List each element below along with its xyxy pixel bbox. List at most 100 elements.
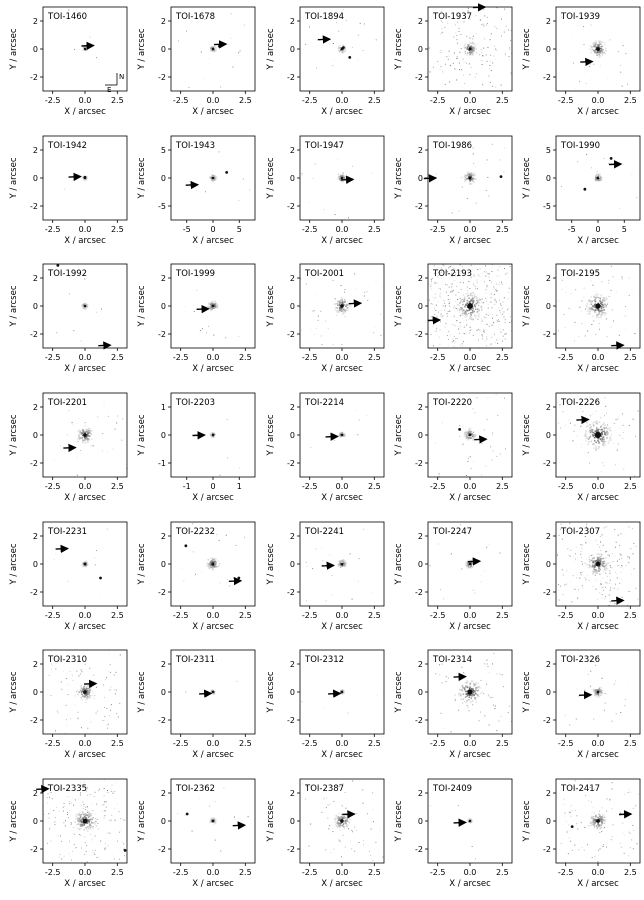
companion-arrow xyxy=(578,690,593,700)
x-tick-label: -2.5 xyxy=(173,739,189,748)
y-tick-label: 0 xyxy=(290,45,295,54)
y-axis-label: Y / arcsec xyxy=(9,543,19,585)
x-tick-label: 0.0 xyxy=(592,868,605,877)
x-axis-label: X / arcsec xyxy=(64,236,106,246)
x-axis-label: X / arcsec xyxy=(449,622,491,632)
y-tick-label: 2 xyxy=(290,532,295,541)
y-tick-label: 0 xyxy=(546,302,551,311)
y-axis-label: Y / arcsec xyxy=(137,285,147,327)
panel-toi-2232: TOI-2232 -2.5 0.0 2.5 2 0 -2 X / arcsec Y / arcs… xyxy=(137,521,256,632)
y-tick-label: -2 xyxy=(30,73,38,82)
y-axis-label: Y / arcsec xyxy=(266,414,276,456)
y-tick-label: 2 xyxy=(290,403,295,412)
y-axis-label: Y / arcsec xyxy=(266,543,276,585)
psf-image xyxy=(300,264,384,348)
panel-title: TOI-2326 xyxy=(560,655,600,665)
y-axis-label: Y / arcsec xyxy=(137,157,147,199)
companion-arrow xyxy=(317,35,332,44)
companion-arrow xyxy=(199,689,213,698)
y-axis-label: Y / arcsec xyxy=(394,285,404,327)
x-tick-label: 0 xyxy=(210,225,215,234)
x-axis-label: X / arcsec xyxy=(449,236,491,246)
panel-title: TOI-1943 xyxy=(175,141,215,151)
panel-title: TOI-2362 xyxy=(175,784,215,794)
panel-title: TOI-1894 xyxy=(304,12,344,22)
panel-toi-1947: TOI-1947 -2.5 0.0 2.5 2 0 -2 X / arcsec Y / arcs… xyxy=(266,135,385,246)
companion-arrow xyxy=(81,41,95,50)
y-tick-label: 0 xyxy=(546,45,551,54)
y-tick-label: -2 xyxy=(30,588,38,597)
x-axis-label: X / arcsec xyxy=(449,107,491,117)
panel-title: TOI-1460 xyxy=(47,12,87,22)
y-tick-label: 0 xyxy=(161,688,166,697)
x-tick-label: -2.5 xyxy=(302,868,318,877)
companion-arrow xyxy=(98,341,112,350)
psf-image xyxy=(43,264,127,348)
psf-image xyxy=(428,522,512,606)
y-axis-label: Y / arcsec xyxy=(522,543,532,585)
psf-image xyxy=(43,779,127,863)
x-tick-label: 2.5 xyxy=(111,225,124,234)
y-tick-label: 0 xyxy=(33,302,38,311)
companion-arrow xyxy=(192,431,206,440)
x-tick-label: 2.5 xyxy=(368,482,381,491)
x-tick-label: -2.5 xyxy=(173,868,189,877)
panel-toi-2417: TOI-2417 -2.5 0.0 2.5 2 0 -2 X / arcsec Y / arcs… xyxy=(522,778,641,889)
x-tick-label: 5 xyxy=(237,225,242,234)
companion-arrow xyxy=(576,415,590,425)
panel-toi-2326: TOI-2326 -2.5 0.0 2.5 2 0 -2 X / arcsec Y / arcs… xyxy=(522,649,641,760)
y-tick-label: -5 xyxy=(158,202,166,211)
y-tick-label: 0 xyxy=(161,45,166,54)
panel-title: TOI-2314 xyxy=(432,655,472,665)
x-axis-label: X / arcsec xyxy=(449,750,491,760)
x-tick-label: -2.5 xyxy=(558,482,574,491)
x-axis-label: X / arcsec xyxy=(192,879,234,889)
x-tick-label: 2.5 xyxy=(368,96,381,105)
y-axis-label: Y / arcsec xyxy=(137,671,147,713)
companion-source xyxy=(225,171,229,174)
x-tick-label: 2.5 xyxy=(368,739,381,748)
x-tick-label: -2.5 xyxy=(302,611,318,620)
y-tick-label: 0 xyxy=(290,302,295,311)
panel-title: TOI-2232 xyxy=(175,527,215,537)
companion-arrow xyxy=(423,174,438,183)
x-tick-label: -2.5 xyxy=(45,739,61,748)
y-tick-label: 2 xyxy=(161,789,166,798)
x-tick-label: -2.5 xyxy=(45,611,61,620)
y-axis-label: Y / arcsec xyxy=(522,28,532,70)
companion-arrow xyxy=(196,304,210,314)
x-tick-label: 0.0 xyxy=(336,96,349,105)
x-axis-label: X / arcsec xyxy=(64,364,106,374)
companion-source xyxy=(83,175,87,179)
companion-arrow xyxy=(611,341,625,350)
y-tick-label: -2 xyxy=(415,459,423,468)
psf-image xyxy=(556,264,640,348)
y-axis-label: Y / arcsec xyxy=(394,543,404,585)
panel-title: TOI-1986 xyxy=(432,141,472,151)
x-tick-label: -2.5 xyxy=(430,611,446,620)
x-tick-label: -2.5 xyxy=(302,482,318,491)
panel-toi-2307: TOI-2307 -2.5 0.0 2.5 2 0 -2 X / arcsec Y / arcs… xyxy=(522,521,641,632)
companion-arrow xyxy=(341,175,355,184)
companion-arrow xyxy=(321,561,336,570)
panel-toi-2201: TOI-2201 -2.5 0.0 2.5 2 0 -2 X / arcsec Y / arcs… xyxy=(9,392,128,503)
y-tick-label: -5 xyxy=(543,202,551,211)
panel-title: TOI-2193 xyxy=(432,269,472,279)
psf-image xyxy=(171,7,255,91)
x-tick-label: 0.0 xyxy=(464,353,477,362)
y-axis-label: Y / arcsec xyxy=(137,800,147,842)
y-axis-label: Y / arcsec xyxy=(394,157,404,199)
psf-image xyxy=(428,264,512,348)
psf-image xyxy=(556,522,640,606)
x-tick-label: -1 xyxy=(183,482,191,491)
x-tick-label: 2.5 xyxy=(111,96,124,105)
companion-arrow xyxy=(474,435,488,444)
psf-image xyxy=(556,7,640,91)
psf-image xyxy=(300,136,384,220)
x-tick-label: 2.5 xyxy=(111,482,124,491)
x-axis-label: X / arcsec xyxy=(192,107,234,117)
x-tick-label: 5 xyxy=(622,225,627,234)
companion-source xyxy=(123,849,127,852)
x-tick-label: 2.5 xyxy=(368,868,381,877)
y-axis-label: Y / arcsec xyxy=(9,671,19,713)
